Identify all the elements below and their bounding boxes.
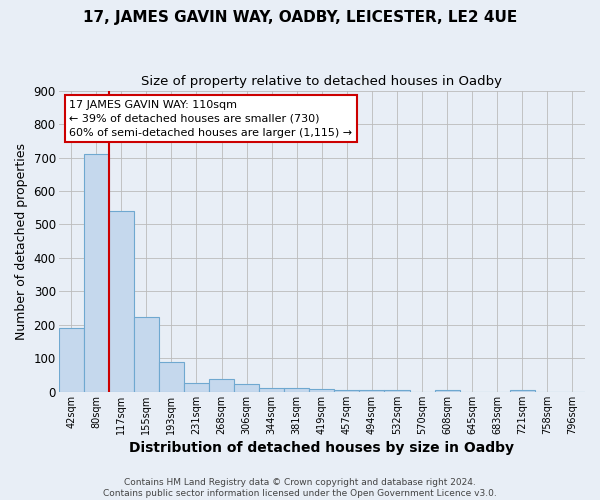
Bar	[309, 388, 334, 392]
Bar	[59, 328, 83, 392]
Bar	[209, 379, 234, 392]
Text: 17, JAMES GAVIN WAY, OADBY, LEICESTER, LE2 4UE: 17, JAMES GAVIN WAY, OADBY, LEICESTER, L…	[83, 10, 517, 25]
Bar	[284, 388, 309, 392]
Bar	[134, 316, 159, 392]
Text: 17 JAMES GAVIN WAY: 110sqm
← 39% of detached houses are smaller (730)
60% of sem: 17 JAMES GAVIN WAY: 110sqm ← 39% of deta…	[69, 100, 352, 138]
Bar	[434, 390, 460, 392]
Title: Size of property relative to detached houses in Oadby: Size of property relative to detached ho…	[141, 75, 502, 88]
Bar	[334, 390, 359, 392]
X-axis label: Distribution of detached houses by size in Oadby: Distribution of detached houses by size …	[129, 441, 514, 455]
Bar	[83, 154, 109, 392]
Bar	[184, 382, 209, 392]
Bar	[510, 390, 535, 392]
Bar	[109, 211, 134, 392]
Bar	[385, 390, 410, 392]
Bar	[234, 384, 259, 392]
Bar	[259, 388, 284, 392]
Text: Contains HM Land Registry data © Crown copyright and database right 2024.
Contai: Contains HM Land Registry data © Crown c…	[103, 478, 497, 498]
Bar	[359, 390, 385, 392]
Bar	[159, 362, 184, 392]
Y-axis label: Number of detached properties: Number of detached properties	[15, 142, 28, 340]
